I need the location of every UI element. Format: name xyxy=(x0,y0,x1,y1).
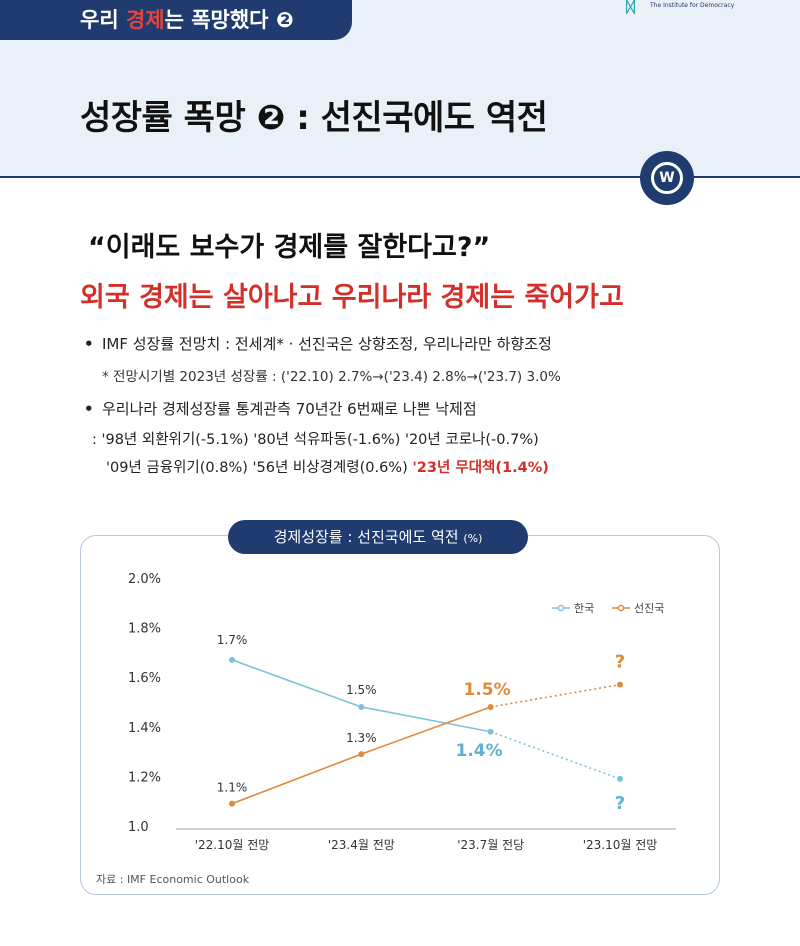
data-point-advanced xyxy=(487,703,494,710)
legend-marker-advanced xyxy=(617,604,625,612)
bullet-2-detail-1: : '98년 외환위기(-5.1%) '80년 석유파동(-1.6%) '20년… xyxy=(92,432,539,448)
data-point-advanced xyxy=(617,681,623,688)
chart-title: 경제성장률 : 선진국에도 역전 xyxy=(273,528,459,546)
logo-text: The Institute for Democracy xyxy=(650,2,735,9)
data-label-korea: 1.5% xyxy=(346,683,377,697)
bullet-2-detail-2: '09년 금융위기(0.8%) '56년 비상경계령(0.6%) '23년 무대… xyxy=(106,456,549,477)
logo-mark-icon: ᛞ xyxy=(626,0,636,16)
logo: ᛞ The Institute for Democracy xyxy=(624,0,734,16)
series-line-forecast-advanced xyxy=(490,683,621,708)
y-tick-label: 1.6% xyxy=(128,671,161,686)
series-line-forecast-korea xyxy=(490,731,621,780)
legend-marker-korea xyxy=(557,604,565,612)
data-point-korea xyxy=(487,728,494,735)
bullet-marker: • xyxy=(84,335,94,353)
bullet-marker: • xyxy=(84,400,94,418)
y-tick-label: 1.0 xyxy=(128,820,149,835)
data-point-advanced xyxy=(358,751,365,758)
series-tab: 우리 경제는 폭망했다 ❷ xyxy=(0,0,352,40)
series-highlight: 경제 xyxy=(125,8,165,32)
headline: 외국 경제는 살아나고 우리나라 경제는 죽어가고 xyxy=(80,282,624,313)
data-label-advanced: 1.5% xyxy=(464,680,511,700)
x-tick-label: '22.10월 전망 xyxy=(195,838,270,852)
data-point-korea xyxy=(617,775,623,782)
x-tick-label: '23.4월 전망 xyxy=(328,838,395,852)
x-tick-label: '23.7월 전당 xyxy=(457,838,524,852)
bullet-2: • 우리나라 경제성장률 통계관측 70년간 6번째로 나쁜 낙제점 xyxy=(84,398,477,419)
data-label-advanced: 1.1% xyxy=(217,781,248,795)
chart-title-pill: 경제성장률 : 선진국에도 역전 (%) xyxy=(228,520,528,554)
y-tick-label: 1.8% xyxy=(128,622,161,637)
quote: “이래도 보수가 경제를 잘한다고?” xyxy=(88,232,491,263)
legend-label: 선진국 xyxy=(634,602,664,615)
data-label-korea: ? xyxy=(615,793,625,814)
data-point-korea xyxy=(229,656,235,663)
series-prefix: 우리 xyxy=(80,8,126,32)
y-tick-label: 1.4% xyxy=(128,721,161,736)
data-label-advanced: ? xyxy=(615,652,625,673)
detail-highlight: '23년 무대책(1.4%) xyxy=(412,460,549,476)
data-point-advanced xyxy=(229,800,235,807)
y-tick-label: 1.2% xyxy=(128,770,161,785)
x-tick-label: '23.10월 전망 xyxy=(583,838,658,852)
y-tick-label: 2.0% xyxy=(128,572,161,587)
source-note: 자료 : IMF Economic Outlook xyxy=(96,873,250,886)
bullet-text: 우리나라 경제성장률 통계관측 70년간 6번째로 나쁜 낙제점 xyxy=(102,400,477,418)
legend-label: 한국 xyxy=(574,602,594,615)
bullet-text: IMF 성장률 전망치 : 전세계* · 선진국은 상향조정, 우리나라만 하향… xyxy=(102,335,552,353)
detail-text: '09년 금융위기(0.8%) '56년 비상경계령(0.6%) xyxy=(106,460,413,476)
data-label-korea: 1.4% xyxy=(456,741,503,761)
data-point-korea xyxy=(358,703,365,710)
chart-unit: (%) xyxy=(463,532,483,545)
page-title: 성장률 폭망 ❷ : 선진국에도 역전 xyxy=(80,98,548,138)
bullet-1-note: * 전망시기별 2023년 성장률 : ('22.10) 2.7%→('23.4… xyxy=(102,369,561,385)
divider xyxy=(0,176,800,178)
bullet-1: • IMF 성장률 전망치 : 전세계* · 선진국은 상향조정, 우리나라만 하… xyxy=(84,333,552,354)
badge-icon: W xyxy=(640,151,694,205)
series-suffix: 는 폭망했다 ❷ xyxy=(164,8,294,32)
data-label-korea: 1.7% xyxy=(217,633,248,647)
data-label-advanced: 1.3% xyxy=(346,731,377,745)
